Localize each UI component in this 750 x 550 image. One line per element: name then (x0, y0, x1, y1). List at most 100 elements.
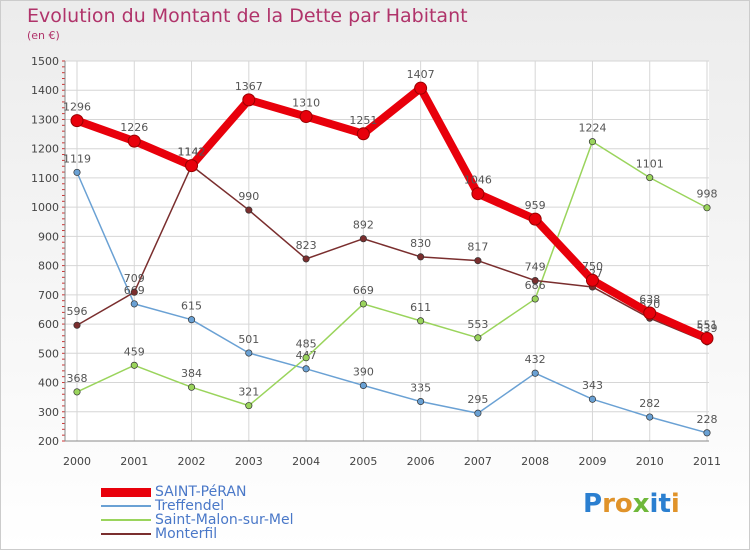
data-point (245, 349, 253, 357)
data-label: 669 (353, 284, 374, 297)
y-tick-label: 200 (38, 435, 59, 448)
x-tick-label: 2002 (178, 455, 206, 468)
logo-letter: r (602, 489, 615, 519)
data-point (417, 397, 425, 406)
y-tick-label: 1200 (31, 143, 59, 156)
legend-item: SAINT-PéRAN (101, 485, 293, 499)
data-point (474, 257, 482, 265)
x-tick-label: 2004 (292, 455, 320, 468)
data-point (471, 187, 485, 201)
logo-letter: t (658, 489, 671, 519)
data-point (703, 429, 711, 437)
data-label: 596 (67, 305, 88, 318)
data-label: 830 (410, 237, 431, 250)
x-tick-label: 2001 (120, 455, 148, 468)
data-point (302, 354, 310, 362)
data-point (187, 316, 196, 324)
data-point (531, 369, 539, 377)
data-point (302, 365, 310, 373)
data-point (130, 288, 138, 296)
legend-swatch (101, 505, 151, 507)
x-tick-label: 2010 (636, 455, 664, 468)
data-point (302, 255, 310, 263)
data-label: 1119 (63, 152, 91, 165)
y-tick-label: 1500 (31, 55, 59, 68)
data-point (643, 306, 657, 320)
chart-title: Evolution du Montant de la Dette par Hab… (27, 5, 468, 27)
y-tick-label: 500 (38, 347, 59, 360)
x-tick-label: 2011 (693, 455, 721, 468)
data-label: 384 (181, 367, 202, 380)
data-label: 551 (697, 318, 718, 331)
data-label: 343 (582, 379, 603, 392)
data-point (700, 331, 714, 345)
data-point (588, 395, 597, 403)
x-tick-label: 2003 (235, 455, 263, 468)
legend-item: Treffendel (101, 499, 293, 513)
x-tick-label: 2000 (63, 455, 91, 468)
data-point (528, 212, 542, 226)
data-point (417, 317, 425, 325)
data-point (242, 93, 256, 107)
data-label: 1224 (578, 122, 606, 135)
data-point (474, 334, 482, 342)
x-tick-label: 2009 (578, 455, 606, 468)
data-label: 295 (467, 393, 488, 406)
data-point (127, 134, 141, 148)
data-point (70, 114, 84, 128)
data-label: 1046 (464, 174, 492, 187)
legend-swatch (101, 533, 151, 535)
data-label: 485 (296, 338, 317, 351)
legend-label: SAINT-PéRAN (155, 484, 247, 500)
data-label: 615 (181, 300, 202, 313)
series-line (76, 171, 708, 434)
logo-letter: P (583, 489, 603, 519)
x-tick-label: 2008 (521, 455, 549, 468)
data-point (130, 361, 138, 369)
data-label: 1226 (120, 121, 148, 134)
chart-subtitle: (en €) (27, 29, 60, 42)
data-label: 638 (639, 293, 660, 306)
logo-letter: i (649, 489, 659, 519)
data-label: 611 (410, 301, 431, 314)
data-point (356, 127, 370, 141)
y-tick-label: 1300 (31, 113, 59, 126)
y-tick-label: 1400 (31, 84, 59, 97)
data-point (359, 235, 367, 243)
data-point (531, 295, 539, 303)
data-label: 1142 (178, 146, 206, 159)
legend-swatch (101, 519, 151, 521)
proxiti-logo: Proxiti (583, 489, 680, 519)
y-tick-label: 700 (38, 289, 59, 302)
data-label: 749 (525, 261, 546, 274)
logo-letter: x (632, 489, 650, 519)
data-label: 539 (697, 322, 718, 335)
legend-item: Monterfil (101, 527, 293, 541)
data-label: 335 (410, 382, 431, 395)
data-point (646, 174, 654, 182)
y-tick-label: 1100 (31, 172, 59, 185)
data-label: 501 (238, 333, 259, 346)
data-label: 823 (296, 239, 317, 252)
data-label: 390 (353, 365, 374, 378)
data-label: 553 (467, 318, 488, 331)
data-label: 432 (525, 353, 546, 366)
legend-swatch (101, 487, 151, 497)
data-point (414, 81, 428, 95)
data-point (417, 253, 425, 261)
y-tick-label: 400 (38, 377, 59, 390)
data-point (185, 159, 199, 173)
legend-item: Saint-Malon-sur-Mel (101, 513, 293, 527)
data-point (299, 110, 313, 124)
data-label: 368 (67, 372, 88, 385)
data-point (73, 388, 81, 396)
data-label: 1296 (63, 101, 91, 114)
data-label: 709 (124, 272, 145, 285)
data-label: 892 (353, 219, 374, 232)
data-label: 1407 (407, 68, 435, 81)
data-label: 686 (525, 279, 546, 292)
data-label: 998 (697, 188, 718, 201)
x-tick-label: 2005 (349, 455, 377, 468)
